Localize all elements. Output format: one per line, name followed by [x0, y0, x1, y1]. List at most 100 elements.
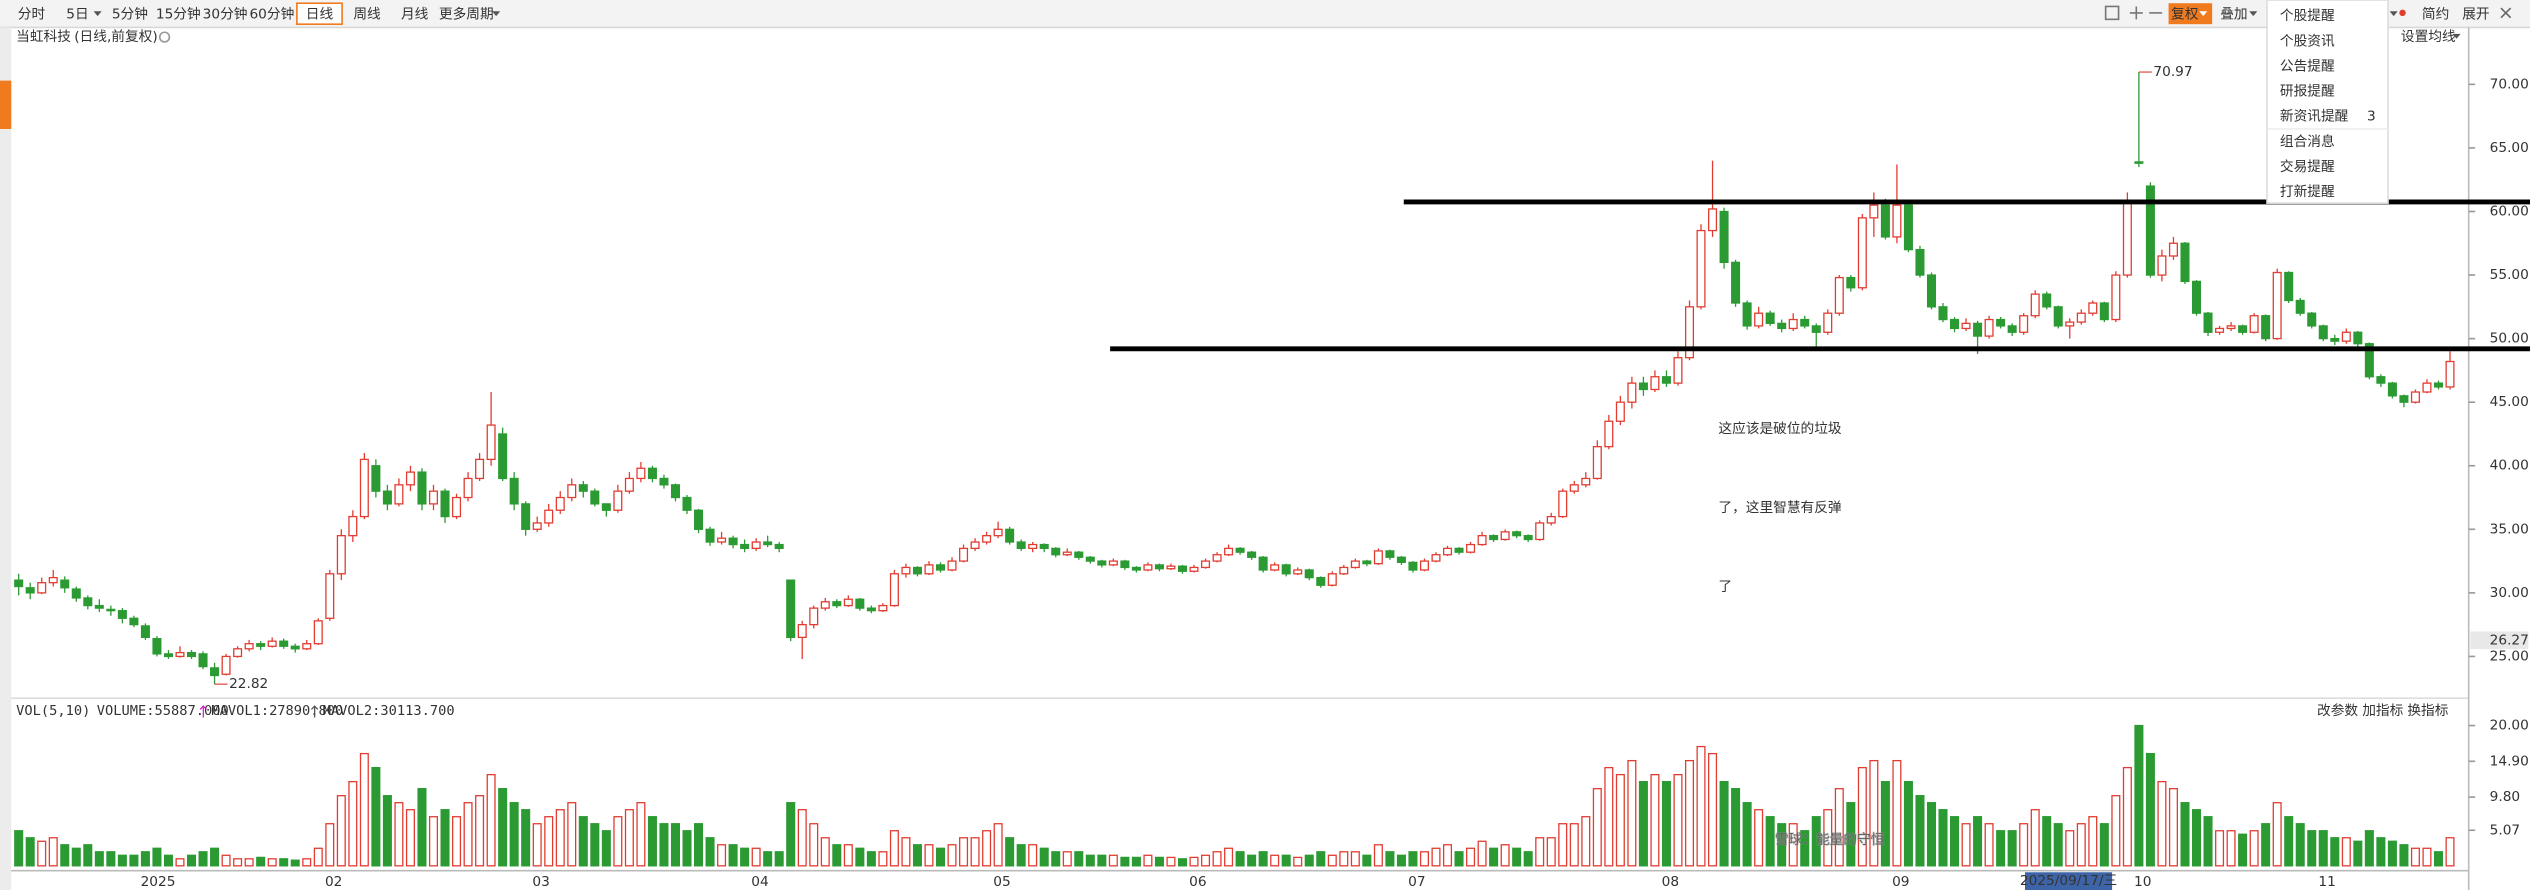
- candle-body: [140, 625, 150, 639]
- candle-body: [2180, 242, 2190, 283]
- volume-bar: [452, 816, 462, 867]
- volume-bar: [2318, 830, 2328, 867]
- volume-bar: [279, 858, 289, 867]
- adjust-button[interactable]: [2168, 3, 2213, 25]
- volume-bar: [982, 830, 992, 867]
- volume-bar: [970, 837, 980, 867]
- candle-body: [325, 573, 335, 619]
- view-label[interactable]: 简约: [2422, 6, 2449, 23]
- candle-body: [452, 496, 462, 518]
- y-tick-label: 50.00: [2490, 331, 2529, 347]
- candle-body: [106, 608, 116, 612]
- overlay-label[interactable]: 叠加: [2220, 7, 2247, 23]
- menu-item[interactable]: 个股资讯: [2280, 33, 2335, 49]
- volume-bar: [2088, 816, 2098, 867]
- period-label[interactable]: 5日: [66, 7, 88, 23]
- vol-y-tick-label: 9.80: [2490, 789, 2520, 805]
- candle-body: [2433, 382, 2444, 388]
- volume-bar: [1201, 854, 1211, 867]
- volume-bar: [763, 851, 773, 867]
- candle-body: [1454, 547, 1464, 553]
- dropdown-arrow: [93, 11, 102, 17]
- dropdown-arrow: [2452, 33, 2461, 39]
- menu-item[interactable]: 个股提醒: [2280, 8, 2335, 24]
- menu-item[interactable]: 交易提醒: [2280, 158, 2335, 175]
- menu-item[interactable]: 新资讯提醒: [2280, 109, 2349, 125]
- menu-item[interactable]: 打新提醒: [2280, 183, 2335, 200]
- period-label[interactable]: 30分钟: [203, 6, 248, 23]
- period-button[interactable]: [296, 2, 343, 25]
- dropdown-arrow: [2199, 11, 2208, 17]
- volume-bar: [1177, 858, 1188, 867]
- candle-body: [1708, 208, 1718, 232]
- candle-body: [1880, 204, 1890, 238]
- vol-y-tick-label: 14.90: [2490, 753, 2529, 769]
- candle-body: [1926, 274, 1937, 308]
- x-tick-label: 2025: [141, 874, 176, 890]
- ma-setting[interactable]: 设置均线: [2401, 29, 2456, 45]
- candle-body: [601, 503, 611, 511]
- period-label[interactable]: 月线: [401, 7, 429, 23]
- volume-bar: [2284, 816, 2294, 867]
- candle-body: [1281, 564, 1291, 575]
- volume-bar: [1005, 837, 1015, 867]
- candle-body: [2111, 274, 2121, 321]
- candle-body: [2215, 327, 2225, 333]
- candle-body: [2284, 271, 2294, 302]
- candle-body: [233, 648, 243, 658]
- candle-body: [1097, 560, 1107, 566]
- indicator-button[interactable]: 改参数: [2317, 702, 2358, 719]
- candle-body: [1108, 560, 1118, 566]
- period-label[interactable]: 5分钟: [112, 6, 148, 23]
- candle-body: [1051, 547, 1061, 556]
- period-label[interactable]: 日线: [306, 7, 334, 23]
- y-tick-label: 35.00: [2490, 521, 2529, 537]
- volume-bar: [878, 851, 888, 867]
- volume-bar: [532, 823, 542, 867]
- settings-icon[interactable]: [158, 31, 171, 43]
- period-label[interactable]: 60分钟: [249, 6, 294, 23]
- menu-item[interactable]: 研报提醒: [2280, 84, 2335, 100]
- candle-body: [1973, 322, 1983, 337]
- adjust-label[interactable]: 复权: [2171, 6, 2199, 23]
- candle-body: [1742, 302, 1752, 327]
- volume-bar: [210, 847, 220, 867]
- candle-body: [2007, 325, 2017, 333]
- volume-bar: [1535, 837, 1545, 867]
- candle-body: [290, 645, 300, 650]
- candle-body: [25, 587, 35, 594]
- volume-bar: [140, 851, 150, 867]
- icon[interactable]: [2104, 5, 2120, 21]
- icon[interactable]: [2129, 6, 2143, 20]
- volume-bar: [2203, 816, 2213, 867]
- period-label[interactable]: 周线: [353, 7, 381, 23]
- side-tab[interactable]: [0, 80, 12, 129]
- menu-item[interactable]: 公告提醒: [2280, 58, 2335, 74]
- menu-item[interactable]: 组合消息: [2280, 133, 2335, 150]
- volume-bar: [2399, 844, 2409, 867]
- candle-body: [1823, 312, 1833, 333]
- candle-body: [2307, 312, 2317, 327]
- candle-body: [359, 458, 369, 518]
- trend-arrow: [310, 705, 319, 718]
- cursor-price-box: [2470, 631, 2529, 650]
- volume-bar: [2341, 837, 2351, 867]
- volume-bar: [129, 854, 139, 867]
- period-label[interactable]: 分时: [18, 7, 46, 23]
- candle-body: [1327, 573, 1337, 586]
- volume-bar: [521, 809, 531, 867]
- volume-bar: [705, 837, 715, 867]
- icon[interactable]: [2500, 7, 2512, 19]
- indicator-button[interactable]: 加指标: [2362, 703, 2403, 719]
- candle-body: [1385, 550, 1395, 558]
- volume-bar: [2330, 837, 2340, 867]
- candle-body: [1500, 531, 1510, 541]
- period-label[interactable]: 更多周期: [439, 6, 494, 23]
- period-label[interactable]: 15分钟: [156, 6, 201, 23]
- volume-bar: [2353, 840, 2363, 867]
- view-label[interactable]: 展开: [2462, 7, 2489, 23]
- indicator-button[interactable]: 换指标: [2407, 702, 2448, 719]
- indicator-header: VOL(5,10): [16, 703, 90, 719]
- volume-bar: [1074, 851, 1084, 867]
- volume-bar: [1650, 773, 1660, 867]
